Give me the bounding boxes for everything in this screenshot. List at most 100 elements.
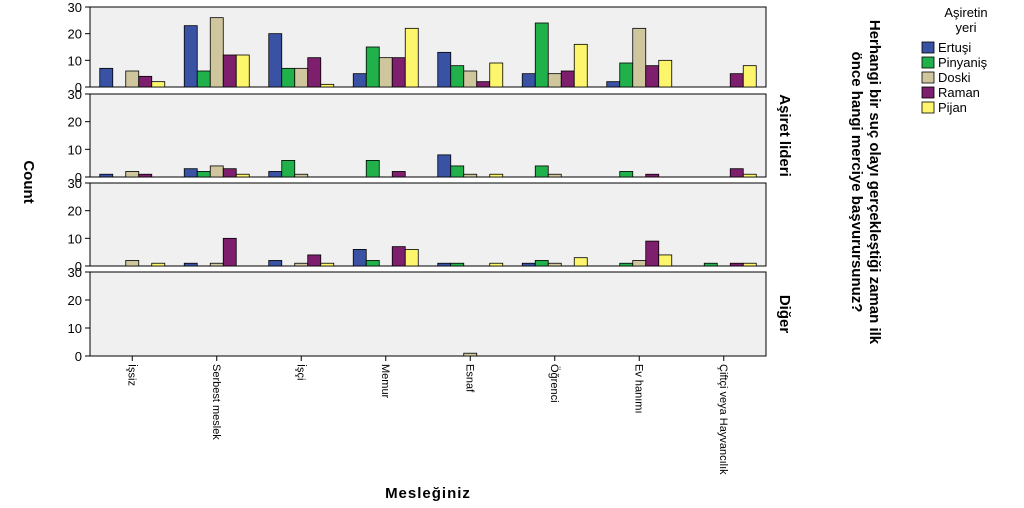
panel-label: Aşiret lideri (776, 94, 793, 177)
bar-Pinyaniş-8 (703, 262, 718, 267)
panel-background (89, 182, 767, 267)
y-tick-label: 10 (68, 231, 82, 246)
bar-Pinyaniş-5 (450, 65, 465, 88)
bar-Raman-2 (222, 54, 237, 88)
bar-Pinyaniş-3 (281, 159, 296, 178)
bar-Pinyaniş-3 (281, 67, 296, 88)
bar-Pijan-7 (658, 59, 673, 88)
bar-Doski-5 (463, 352, 478, 357)
y-tick-label: 0 (75, 80, 82, 95)
category-label: İşsiz (125, 364, 138, 386)
panel-label: Diğer (776, 295, 793, 334)
bar-Raman-5 (476, 81, 491, 88)
bar-Pinyaniş-6 (534, 260, 549, 267)
y-tick-label: 10 (68, 142, 82, 157)
bar-Pinyaniş-5 (450, 262, 465, 267)
bar-Raman-7 (645, 65, 660, 88)
panel-background (89, 93, 767, 178)
bar-Ertuşi-5 (437, 262, 452, 267)
bar-Pinyaniş-4 (365, 46, 380, 88)
bar-Ertuşi-4 (352, 248, 367, 267)
bar-Raman-4 (391, 246, 406, 267)
category-label: Ev hanımı (632, 364, 644, 414)
bar-Pijan-5 (489, 62, 504, 88)
bar-Doski-2 (209, 17, 224, 88)
bar-Doski-6 (547, 262, 562, 267)
legend-label-Pijan: Pijan (938, 100, 967, 115)
bar-Pijan-8 (742, 65, 757, 88)
bar-Pinyaniş-7 (619, 262, 634, 267)
bar-Ertuşi-3 (268, 33, 283, 88)
bar-Pijan-7 (658, 254, 673, 267)
bar-Raman-2 (222, 237, 237, 267)
y-tick-label: 10 (68, 321, 82, 336)
bar-Pijan-4 (404, 27, 419, 88)
legend-swatch-Raman (921, 86, 935, 99)
bar-Doski-1 (125, 171, 140, 178)
category-label: Esnaf (463, 364, 475, 393)
category-label: İşçi (294, 364, 307, 381)
bar-Pijan-6 (573, 257, 588, 267)
bar-Doski-6 (547, 173, 562, 178)
panel-1 (89, 6, 767, 88)
bar-Doski-2 (209, 165, 224, 178)
y-tick-label: 20 (68, 115, 82, 130)
bar-Raman-8 (729, 168, 744, 178)
legend-swatch-Pinyaniş (921, 56, 935, 69)
y-tick-label: 30 (68, 176, 82, 191)
y-tick-label: 10 (68, 53, 82, 68)
legend-label-Pinyaniş: Pinyaniş (938, 55, 988, 70)
bar-Raman-1 (138, 173, 153, 178)
legend-title-line2: yeri (956, 20, 977, 35)
bar-Pinyaniş-5 (450, 165, 465, 178)
bar-Doski-5 (463, 70, 478, 88)
bar-Pinyaniş-4 (365, 159, 380, 178)
bar-Raman-6 (560, 70, 575, 88)
legend-title-line1: Aşiretin (944, 5, 987, 20)
bar-Pinyaniş-6 (534, 165, 549, 178)
x-axis-title: Mesleğiniz (385, 485, 471, 502)
bar-Doski-1 (125, 70, 140, 88)
bar-Ertuşi-6 (521, 262, 536, 267)
panel-axis-title-line1: Herhangi bir suç olayı gerçekleştiği zam… (866, 20, 883, 345)
panel-4: Diğer (89, 271, 793, 357)
bar-Raman-7 (645, 173, 660, 178)
bar-Pijan-6 (573, 43, 588, 88)
category-labels-layer: İşsiz Serbest meslek İşçi Memur Esnaf Öğrenci… (125, 356, 729, 475)
bar-Doski-7 (632, 260, 647, 267)
bar-Raman-8 (729, 73, 744, 88)
legend-swatch-Doski (921, 71, 935, 84)
bar-Pijan-2 (235, 54, 250, 88)
panel-3 (89, 182, 767, 267)
y-tick-label: 20 (68, 293, 82, 308)
y-tick-label: 30 (68, 0, 82, 15)
bar-Ertuşi-2 (183, 25, 198, 88)
bar-Doski-1 (125, 260, 140, 267)
bar-Pijan-1 (151, 262, 166, 267)
y-tick-label: 20 (68, 27, 82, 42)
bar-Doski-3 (294, 173, 309, 178)
y-tick-label: 30 (68, 87, 82, 102)
legend-swatch-Ertuşi (921, 41, 935, 54)
bar-Ertuşi-2 (183, 168, 198, 178)
bar-Doski-6 (547, 73, 562, 88)
bar-Pinyaniş-2 (196, 70, 211, 88)
y-axis-title: Count (20, 160, 37, 203)
category-label: Serbest meslek (210, 364, 222, 440)
bar-Doski-3 (294, 262, 309, 267)
bar-Pijan-5 (489, 173, 504, 178)
bar-Raman-1 (138, 75, 153, 88)
bar-Ertuşi-5 (437, 51, 452, 88)
y-tick-label: 0 (75, 259, 82, 274)
bar-Ertuşi-3 (268, 260, 283, 267)
legend: Aşiretin yeri ErtuşiPinyanişDoskiRamanPi… (921, 5, 988, 115)
bar-Doski-3 (294, 67, 309, 88)
bar-Pijan-2 (235, 173, 250, 178)
legend-label-Ertuşi: Ertuşi (938, 40, 971, 55)
bar-Doski-7 (632, 27, 647, 88)
bar-Ertuşi-5 (437, 154, 452, 178)
bar-Pijan-1 (151, 81, 166, 88)
bar-Raman-4 (391, 57, 406, 88)
